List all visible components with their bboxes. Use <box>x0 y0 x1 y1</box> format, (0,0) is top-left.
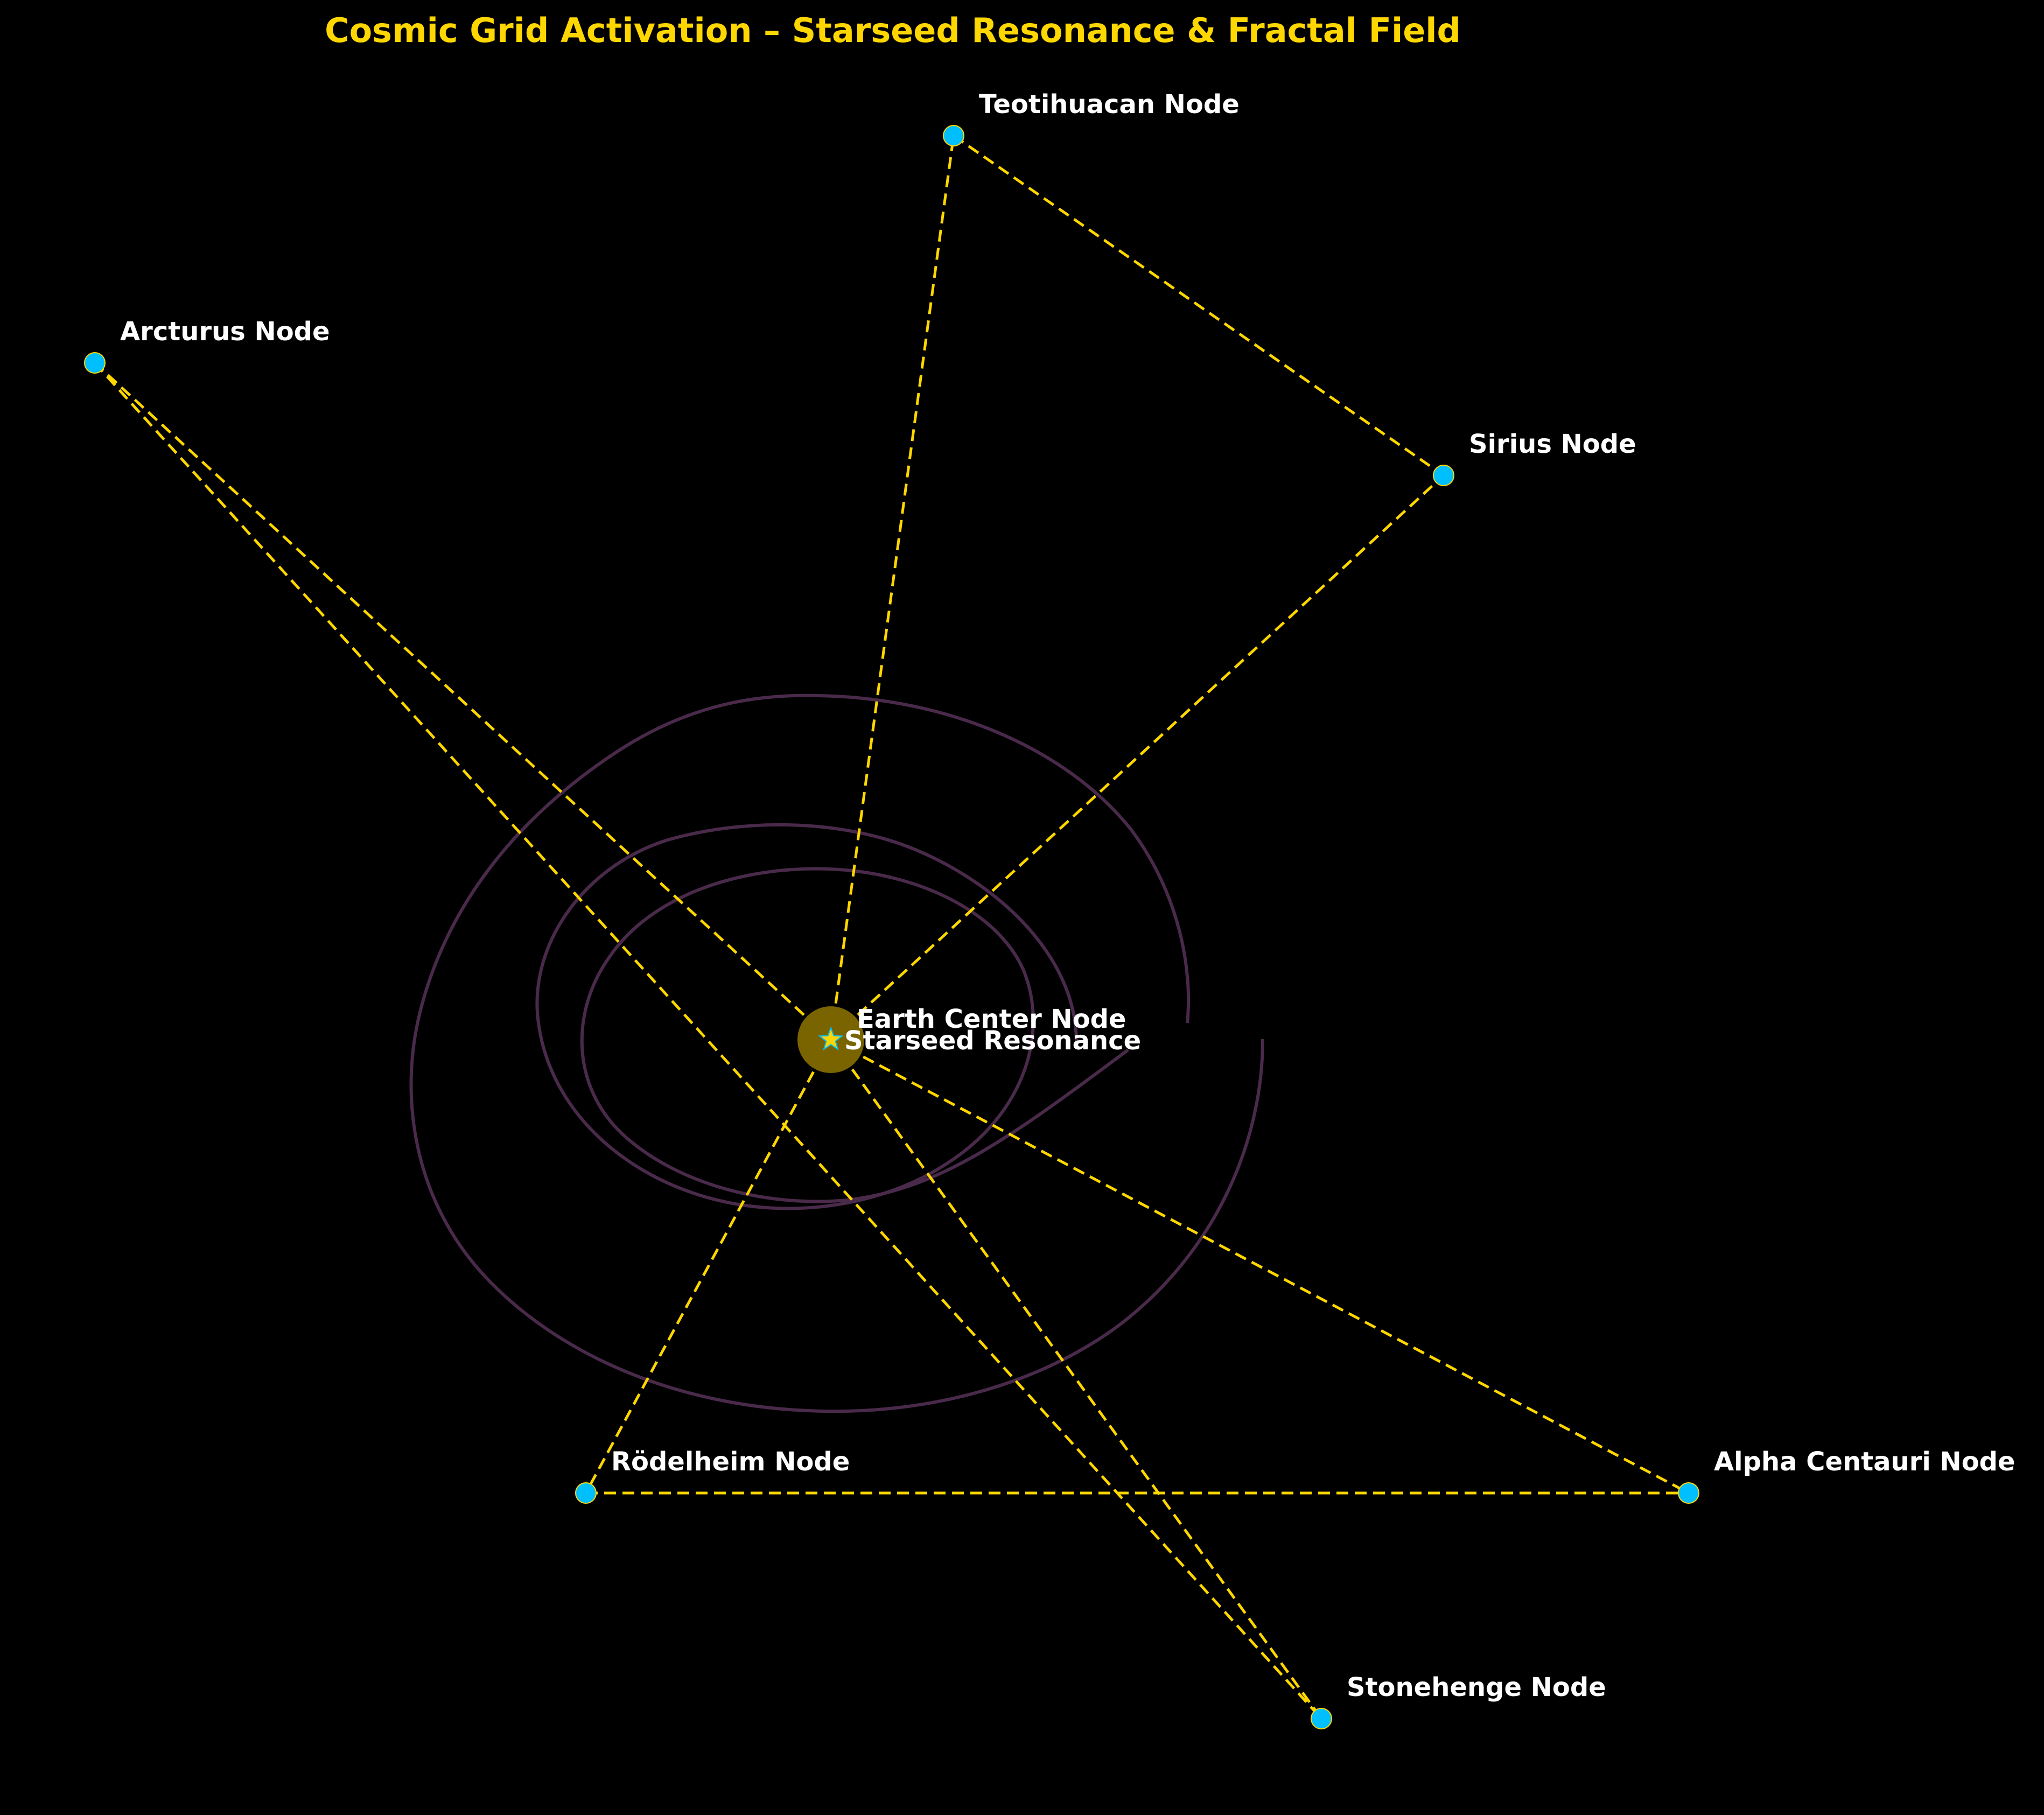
node-arcturus <box>84 352 106 374</box>
diagram-title: Cosmic Grid Activation – Starseed Resona… <box>325 11 1461 50</box>
edges-layer <box>94 134 1690 1720</box>
node-sirius <box>1433 465 1454 486</box>
edge-center-rodelheim <box>584 1039 832 1494</box>
center-node-label: Earth Center Node <box>857 1004 1126 1034</box>
edge-center-sirius <box>830 474 1445 1041</box>
node-label-alpha_centauri: Alpha Centauri Node <box>1714 1447 2015 1477</box>
node-teotihuacan <box>943 125 964 146</box>
edge-center-teotihuacan <box>829 135 955 1040</box>
center-annotation-label: Starseed Resonance <box>844 1026 1141 1056</box>
edge-teotihuacan-sirius <box>953 134 1445 477</box>
node-label-arcturus: Arcturus Node <box>120 317 330 347</box>
edge-center-stonehenge <box>829 1039 1323 1720</box>
fractal-spiral-field <box>409 693 1264 1413</box>
node-stonehenge <box>1311 1708 1332 1729</box>
edge-center-arcturus <box>94 362 832 1041</box>
edge-center-alpha_centauri <box>830 1038 1690 1495</box>
node-label-teotihuacan: Teotihuacan Node <box>979 89 1240 120</box>
nodes-layer: Teotihuacan Node Arcturus Node Sirius Node… <box>84 89 2015 1729</box>
node-alpha_centauri <box>1678 1482 1699 1504</box>
node-rodelheim <box>575 1482 597 1504</box>
node-label-rodelheim: Rödelheim Node <box>611 1447 850 1477</box>
node-label-sirius: Sirius Node <box>1469 429 1636 459</box>
node-label-stonehenge: Stonehenge Node <box>1347 1672 1606 1702</box>
star-icon <box>818 1026 844 1051</box>
